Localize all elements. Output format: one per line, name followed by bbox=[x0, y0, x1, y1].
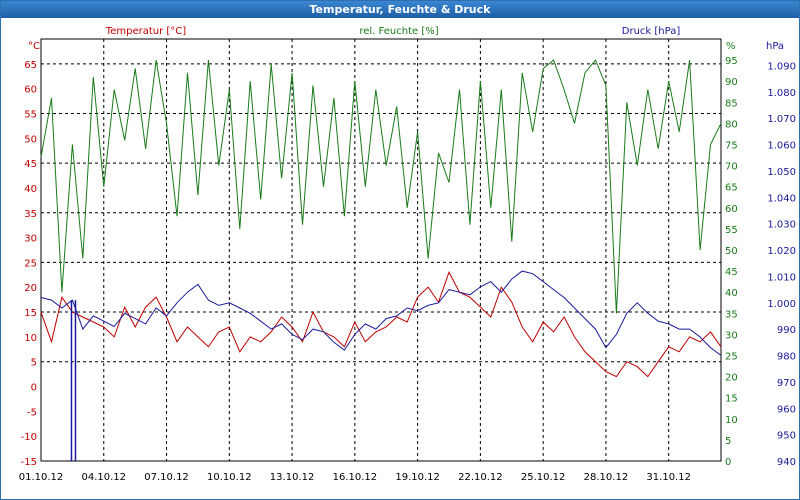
x-tick-label: 10.10.12 bbox=[207, 472, 252, 483]
humidity-tick-label: 20 bbox=[725, 373, 738, 384]
humidity-tick-label: 75 bbox=[725, 141, 738, 152]
x-tick-label: 28.10.12 bbox=[584, 472, 629, 483]
humidity-tick-label: 95 bbox=[725, 56, 738, 67]
humidity-tick-label: 45 bbox=[725, 267, 738, 278]
pressure-tick-label: 1.050 bbox=[767, 167, 796, 178]
pressure-tick-label: 1.040 bbox=[767, 193, 796, 204]
series-line-pressure bbox=[40, 270, 722, 356]
pressure-tick-label: 1.060 bbox=[767, 141, 796, 152]
humidity-tick-label: 0 bbox=[725, 457, 731, 468]
plot-frame bbox=[40, 38, 722, 462]
pressure-tick-label: 970 bbox=[777, 378, 796, 389]
x-tick-label: 22.10.12 bbox=[458, 472, 503, 483]
pressure-tick-label: 980 bbox=[777, 352, 796, 363]
x-tick-label: 25.10.12 bbox=[521, 472, 566, 483]
x-tick-label: 19.10.12 bbox=[395, 472, 440, 483]
temperature-tick-label: 0 bbox=[31, 383, 37, 394]
series-line-humidity bbox=[40, 59, 722, 314]
temperature-tick-label: -15 bbox=[21, 457, 37, 468]
humidity-tick-label: 70 bbox=[725, 162, 738, 173]
pressure-tick-label: 1.020 bbox=[767, 246, 796, 257]
humidity-axis-title: rel. Feuchte [%] bbox=[359, 26, 438, 37]
humidity-tick-label: 65 bbox=[725, 183, 738, 194]
pressure-tick-label: 1.010 bbox=[767, 272, 796, 283]
pressure-tick-label: 940 bbox=[777, 457, 796, 468]
humidity-tick-label: 5 bbox=[725, 436, 731, 447]
pressure-tick-label: 1.070 bbox=[767, 114, 796, 125]
humidity-tick-label: 60 bbox=[725, 204, 738, 215]
x-tick-label: 04.10.12 bbox=[82, 472, 127, 483]
temperature-tick-label: 40 bbox=[24, 184, 37, 195]
temperature-tick-label: 30 bbox=[24, 234, 37, 245]
humidity-tick-label: 50 bbox=[725, 246, 738, 257]
pressure-tick-label: 1.000 bbox=[767, 299, 796, 310]
x-tick-label: 31.10.12 bbox=[646, 472, 691, 483]
x-tick-label: 16.10.12 bbox=[333, 472, 378, 483]
temperature-tick-label: -10 bbox=[21, 432, 37, 443]
humidity-tick-label: 90 bbox=[725, 77, 738, 88]
humidity-tick-label: 25 bbox=[725, 352, 738, 363]
temperature-tick-label: 45 bbox=[24, 159, 37, 170]
humidity-tick-label: 55 bbox=[725, 225, 738, 236]
x-tick-label: 13.10.12 bbox=[270, 472, 315, 483]
pressure-tick-label: 960 bbox=[777, 404, 796, 415]
x-tick-label: 01.10.12 bbox=[19, 472, 64, 483]
temperature-tick-label: 50 bbox=[24, 134, 37, 145]
chart-title: Temperatur, Feuchte & Druck bbox=[1, 1, 799, 18]
pressure-tick-label: 1.080 bbox=[767, 88, 796, 99]
humidity-tick-label: 30 bbox=[725, 330, 738, 341]
pressure-tick-label: 1.090 bbox=[767, 61, 796, 72]
series-line-temperature bbox=[40, 271, 722, 378]
temperature-tick-label: 5 bbox=[31, 358, 37, 369]
humidity-tick-label: 15 bbox=[725, 394, 738, 405]
humidity-tick-label: 80 bbox=[725, 119, 738, 130]
humidity-tick-label: 10 bbox=[725, 415, 738, 426]
temperature-tick-label: 15 bbox=[24, 308, 37, 319]
humidity-unit-label: % bbox=[726, 41, 736, 52]
pressure-tick-label: 950 bbox=[777, 431, 796, 442]
temperature-tick-label: 25 bbox=[24, 258, 37, 269]
humidity-tick-label: 40 bbox=[725, 288, 738, 299]
temperature-tick-label: 60 bbox=[24, 85, 37, 96]
humidity-tick-label: 85 bbox=[725, 98, 738, 109]
temperature-tick-label: 20 bbox=[24, 283, 37, 294]
pressure-axis-title: Druck [hPa] bbox=[622, 26, 681, 37]
temperature-tick-label: 65 bbox=[24, 60, 37, 71]
humidity-tick-label: 35 bbox=[725, 309, 738, 320]
pressure-unit-label: hPa bbox=[766, 41, 784, 52]
temperature-unit-label: °C bbox=[28, 41, 40, 52]
temperature-axis-title: Temperatur [°C] bbox=[105, 26, 186, 37]
pressure-tick-label: 1.030 bbox=[767, 220, 796, 231]
temperature-tick-label: 55 bbox=[24, 109, 37, 120]
axis-labels: -15 -10 -5 0 5 10 15 20 25 30 35 40 45 50 55 60 65 0 5 10 15… bbox=[19, 56, 796, 483]
temperature-tick-label: -5 bbox=[27, 407, 37, 418]
pressure-tick-label: 990 bbox=[777, 325, 796, 336]
x-tick-label: 07.10.12 bbox=[144, 472, 189, 483]
temperature-tick-label: 35 bbox=[24, 209, 37, 220]
temperature-tick-label: 10 bbox=[24, 333, 37, 344]
series-layer bbox=[40, 59, 722, 461]
